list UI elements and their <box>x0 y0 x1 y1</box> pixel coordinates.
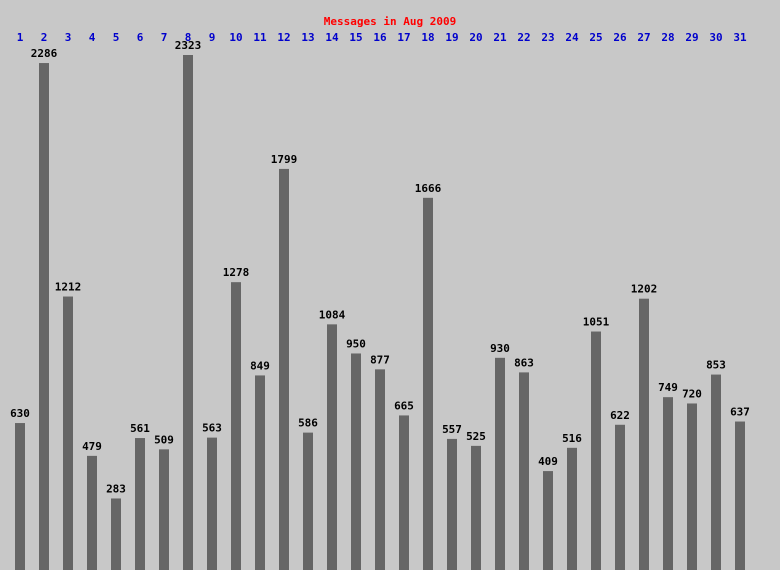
value-label: 563 <box>202 422 222 435</box>
day-label: 3 <box>65 31 72 44</box>
day-label: 21 <box>493 31 507 44</box>
bar <box>327 324 337 570</box>
bar <box>615 424 625 570</box>
bar <box>519 372 529 570</box>
value-label: 1212 <box>55 281 82 294</box>
bar <box>63 296 73 570</box>
value-label: 1051 <box>583 316 610 329</box>
bar <box>207 437 217 570</box>
value-label: 1799 <box>271 153 298 166</box>
bar <box>375 369 385 570</box>
day-label: 4 <box>89 31 96 44</box>
day-label: 25 <box>589 31 602 44</box>
day-label: 19 <box>445 31 458 44</box>
day-label: 30 <box>709 31 722 44</box>
day-label: 16 <box>373 31 387 44</box>
bar <box>183 55 193 570</box>
value-label: 930 <box>490 342 510 355</box>
bar <box>591 331 601 570</box>
bar <box>687 403 697 570</box>
day-label: 2 <box>41 31 48 44</box>
bar <box>159 449 169 570</box>
value-label: 749 <box>658 381 678 394</box>
bar <box>135 438 145 570</box>
bar <box>111 498 121 570</box>
day-label: 23 <box>541 31 554 44</box>
value-label: 561 <box>130 422 150 435</box>
bar <box>543 471 553 570</box>
day-label: 26 <box>613 31 627 44</box>
value-label: 630 <box>10 407 30 420</box>
value-label: 525 <box>466 430 486 443</box>
day-label: 12 <box>277 31 290 44</box>
bar <box>711 374 721 570</box>
value-label: 720 <box>682 387 702 400</box>
bar <box>87 455 97 570</box>
day-label: 15 <box>349 31 362 44</box>
day-label: 7 <box>161 31 168 44</box>
day-label: 22 <box>517 31 530 44</box>
day-label: 6 <box>137 31 144 44</box>
day-label: 31 <box>733 31 747 44</box>
value-label: 409 <box>538 455 558 468</box>
day-label: 27 <box>637 31 650 44</box>
value-label: 622 <box>610 409 630 422</box>
bar <box>423 197 433 570</box>
bar <box>471 445 481 570</box>
bar <box>279 168 289 570</box>
value-label: 849 <box>250 359 270 372</box>
bar <box>567 447 577 570</box>
day-label: 8 <box>185 31 192 44</box>
bar <box>663 397 673 570</box>
value-label: 1278 <box>223 266 250 279</box>
value-label: 2286 <box>31 47 58 60</box>
day-label: 17 <box>397 31 410 44</box>
value-label: 877 <box>370 353 390 366</box>
value-label: 863 <box>514 356 534 369</box>
bar <box>639 298 649 570</box>
value-label: 665 <box>394 399 414 412</box>
value-label: 950 <box>346 337 366 350</box>
value-label: 1202 <box>631 283 658 296</box>
day-label: 20 <box>469 31 482 44</box>
bar <box>15 423 25 570</box>
value-label: 1084 <box>319 308 346 321</box>
bar <box>351 353 361 570</box>
value-label: 479 <box>82 440 102 453</box>
day-label: 13 <box>301 31 314 44</box>
day-label: 28 <box>661 31 674 44</box>
bar <box>447 438 457 570</box>
value-label: 637 <box>730 406 750 419</box>
day-label: 11 <box>253 31 267 44</box>
chart-title: Messages in Aug 2009 <box>324 15 456 28</box>
value-label: 586 <box>298 417 318 430</box>
bar <box>255 375 265 570</box>
day-label: 10 <box>229 31 242 44</box>
bar <box>231 282 241 570</box>
day-label: 1 <box>17 31 24 44</box>
day-label: 24 <box>565 31 579 44</box>
value-label: 853 <box>706 359 726 372</box>
value-label: 509 <box>154 433 174 446</box>
value-label: 2323 <box>175 39 202 52</box>
value-label: 283 <box>106 482 126 495</box>
value-label: 557 <box>442 423 462 436</box>
value-label: 516 <box>562 432 582 445</box>
bar <box>495 357 505 570</box>
day-label: 29 <box>685 31 698 44</box>
day-label: 5 <box>113 31 120 44</box>
day-label: 14 <box>325 31 339 44</box>
bar <box>303 432 313 570</box>
bar <box>39 63 49 570</box>
value-label: 1666 <box>415 182 442 195</box>
bar <box>399 415 409 570</box>
day-label: 9 <box>209 31 216 44</box>
bar <box>735 421 745 570</box>
day-label: 18 <box>421 31 434 44</box>
